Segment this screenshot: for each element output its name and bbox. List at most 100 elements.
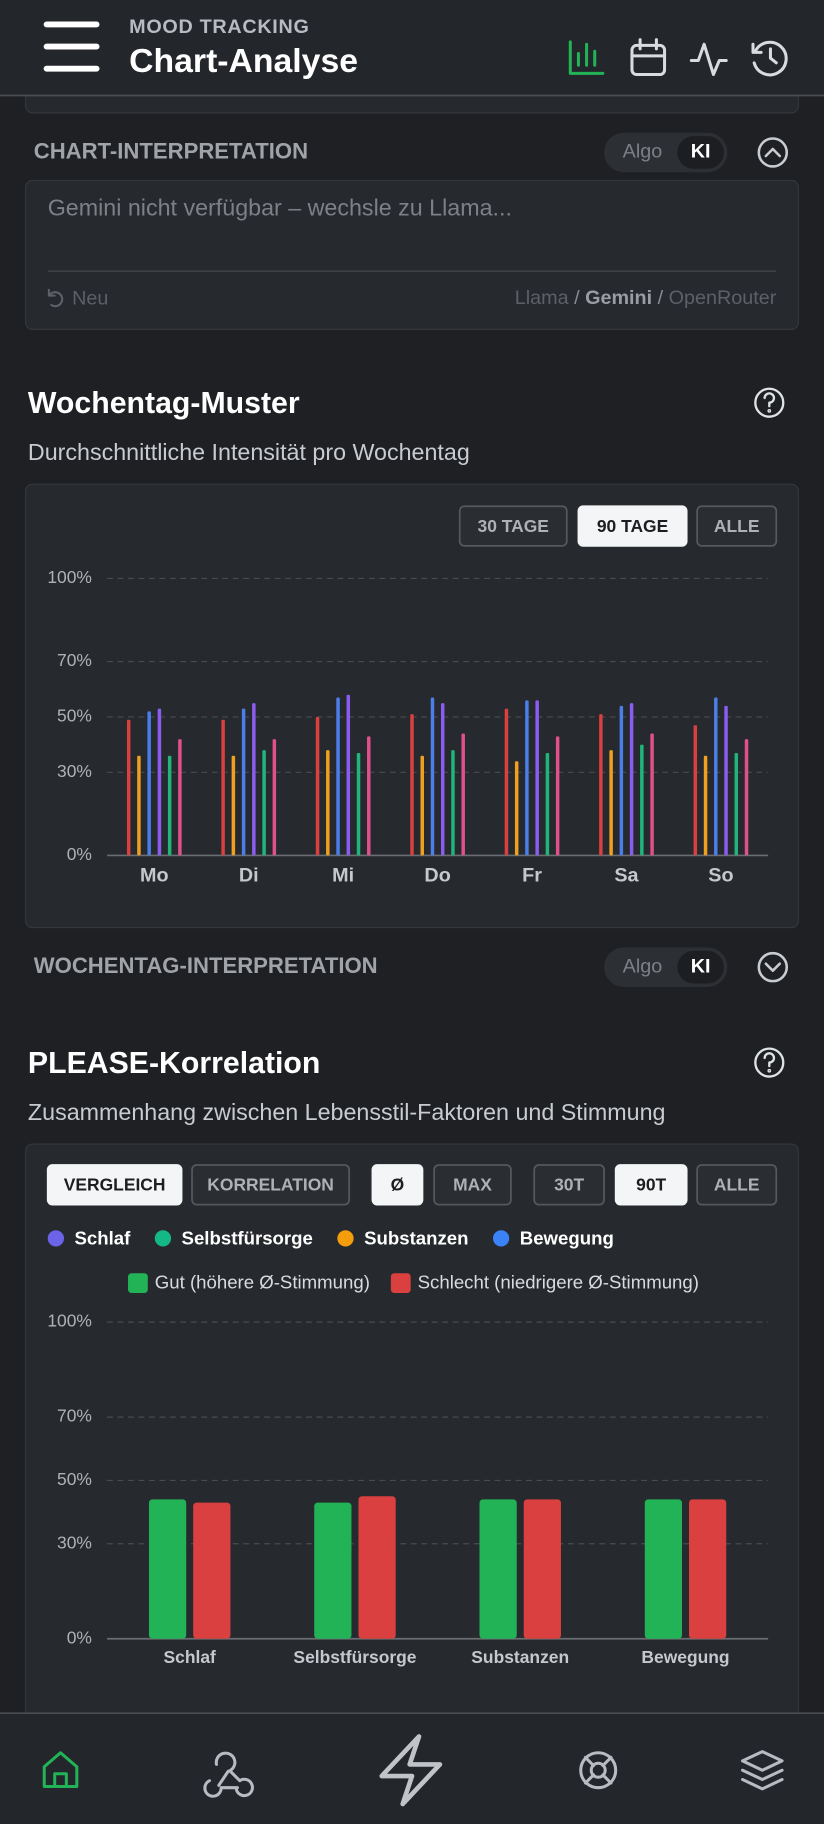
filter-button[interactable] — [371, 1164, 424, 1206]
y-tick-label: 0% — [67, 844, 92, 864]
x-tick-label: Substanzen — [471, 1647, 569, 1667]
help-icon[interactable] — [754, 387, 785, 418]
filter-button-label[interactable]: 90T — [636, 1175, 666, 1195]
filter-button[interactable] — [458, 505, 568, 547]
y-tick-label: 50% — [57, 706, 92, 726]
filter-button[interactable] — [533, 1164, 605, 1206]
filter-button-label[interactable]: 90 TAGE — [597, 516, 668, 536]
legend-swatch — [492, 1230, 510, 1247]
chart-subtitle: Zusammenhang zwischen Lebensstil-Faktore… — [28, 1099, 666, 1125]
bar — [644, 1499, 683, 1639]
y-tick-label: 30% — [57, 761, 92, 781]
chart-tab-icon[interactable] — [568, 40, 605, 75]
bar — [640, 744, 644, 856]
x-tick-label: Di — [239, 865, 259, 887]
bar — [231, 755, 236, 856]
bar — [137, 755, 141, 856]
filter-button-label[interactable]: MAX — [453, 1175, 492, 1195]
bar — [126, 719, 131, 856]
webhook-nav[interactable] — [203, 1751, 254, 1798]
legend-label: Selbstfürsorge — [182, 1227, 313, 1248]
filter-button[interactable] — [46, 1164, 183, 1206]
home-nav[interactable] — [42, 1751, 79, 1789]
toggle-active — [677, 136, 724, 169]
bar — [514, 761, 519, 856]
filter-button-label[interactable]: ALLE — [714, 516, 760, 536]
toggle-option[interactable]: KI — [691, 141, 711, 163]
bar — [221, 719, 225, 856]
refresh-icon[interactable] — [47, 288, 64, 308]
bar — [193, 1502, 231, 1639]
provider-list: Llama / Gemini / OpenRouter — [515, 287, 777, 309]
filter-button[interactable] — [614, 1164, 688, 1206]
provider[interactable]: Gemini — [585, 287, 652, 309]
bar — [367, 736, 371, 856]
toggle-option[interactable]: KI — [691, 955, 711, 977]
filter-button-label[interactable]: ALLE — [714, 1175, 760, 1195]
filter-button-label[interactable]: VERGLEICH — [64, 1175, 166, 1195]
pulse-icon[interactable] — [689, 42, 728, 77]
x-tick-label: Sa — [614, 865, 639, 887]
toggle-option[interactable]: Algo — [623, 141, 663, 163]
separator: / — [574, 287, 580, 309]
y-tick-label: 30% — [57, 1532, 92, 1552]
history-icon[interactable] — [751, 40, 788, 77]
bar — [356, 752, 361, 856]
bar — [315, 716, 320, 856]
y-tick-label: 50% — [57, 1469, 92, 1489]
header-bar — [0, 0, 824, 96]
legend-label: Bewegung — [520, 1227, 614, 1248]
bar — [688, 1499, 727, 1639]
y-tick-label: 100% — [47, 567, 92, 587]
legend-label: Schlecht (niedrigere Ø-Stimmung) — [418, 1272, 699, 1293]
legend-swatch — [337, 1230, 354, 1247]
provider[interactable]: OpenRouter — [669, 287, 777, 309]
help-icon[interactable] — [754, 1047, 785, 1078]
quick-action-nav[interactable] — [379, 1734, 443, 1807]
bar — [178, 739, 182, 856]
collapse-button[interactable] — [757, 137, 789, 168]
filter-button[interactable] — [433, 1164, 512, 1206]
x-tick-label: Bewegung — [641, 1647, 729, 1667]
filter-button-label[interactable]: 30 TAGE — [478, 516, 549, 536]
separator: / — [658, 287, 664, 309]
chart-subtitle: Durchschnittliche Intensität pro Wochent… — [28, 439, 470, 465]
x-tick-label: Mo — [140, 865, 169, 887]
bar — [629, 703, 634, 856]
filter-button[interactable] — [577, 505, 688, 547]
bar — [451, 750, 455, 856]
layers-nav[interactable] — [741, 1750, 784, 1791]
bar — [346, 694, 351, 856]
menu-button[interactable] — [43, 21, 100, 72]
bar — [326, 750, 330, 856]
section-title: CHART-INTERPRETATION — [34, 138, 308, 163]
expand-button[interactable] — [757, 951, 789, 983]
bar — [461, 733, 465, 856]
bar — [650, 733, 654, 856]
support-nav[interactable] — [579, 1751, 618, 1790]
bar — [147, 711, 151, 856]
calendar-icon[interactable] — [630, 38, 667, 77]
bar — [525, 700, 529, 856]
x-tick-label: So — [708, 865, 733, 887]
chart-card — [25, 483, 799, 929]
charts: 30 TAGE 90 TAGE ALLE VERGLEICH KORRELATION Ø M… — [46, 505, 778, 1667]
bar — [545, 752, 550, 856]
bottom-nav — [0, 1713, 824, 1824]
filter-button-label[interactable]: Ø — [391, 1175, 405, 1195]
provider[interactable]: Llama — [515, 287, 569, 309]
filter-button-label[interactable]: KORRELATION — [207, 1175, 334, 1195]
toggle-option[interactable]: Algo — [623, 955, 663, 977]
bar — [734, 752, 739, 856]
bar — [479, 1499, 517, 1639]
filter-button[interactable] — [191, 1164, 351, 1206]
filter-button[interactable] — [696, 505, 778, 547]
bar — [314, 1502, 352, 1639]
filter-button-label[interactable]: 30T — [554, 1175, 584, 1195]
refresh-button[interactable]: Neu — [72, 287, 108, 309]
bar — [609, 750, 613, 856]
filter-button[interactable] — [696, 1164, 778, 1206]
bar — [157, 708, 162, 856]
